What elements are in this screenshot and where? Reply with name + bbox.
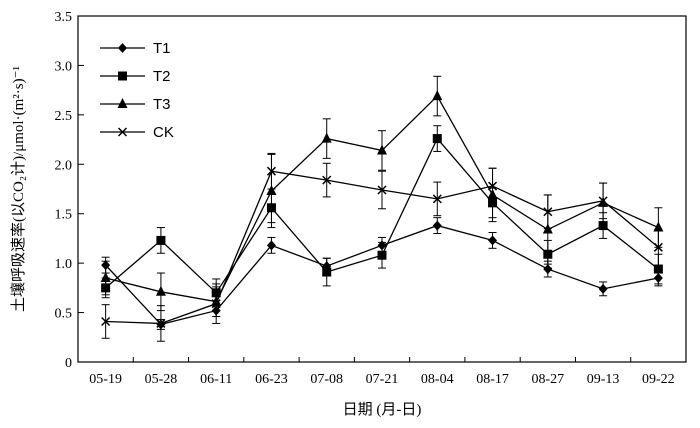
- legend-item-ck: CK: [100, 124, 174, 141]
- data-point-t3: [432, 90, 443, 101]
- data-point-t1: [598, 283, 608, 294]
- x-marker-stroke: [156, 318, 166, 328]
- data-point-ck: [653, 242, 663, 252]
- legend-marker-t3: [117, 98, 128, 108]
- x-marker-stroke: [117, 127, 128, 137]
- data-point-t3: [100, 271, 111, 282]
- data-point-t2: [377, 250, 387, 260]
- x-tick-label: 08-17: [476, 372, 509, 387]
- data-point-ck: [377, 185, 387, 195]
- data-point-t2: [653, 264, 663, 274]
- legend-item-t2: T2: [100, 68, 171, 85]
- legend-label-t3: T3: [153, 96, 171, 113]
- legend-marker-ck: [117, 127, 128, 137]
- legend-marker-t1: [118, 43, 127, 53]
- y-tick-label: 3.5: [55, 10, 73, 25]
- plot-frame: [77, 15, 687, 363]
- legend-item-t1: T1: [100, 40, 171, 57]
- data-point-ck: [432, 194, 442, 204]
- data-point-t3: [321, 132, 332, 143]
- data-point-t2: [322, 267, 332, 277]
- data-point-t2: [156, 235, 166, 245]
- legend-label-t2: T2: [153, 68, 171, 85]
- x-tick-label: 05-28: [145, 372, 178, 387]
- legend-label-t1: T1: [153, 40, 171, 57]
- legend-item-t3: T3: [100, 96, 171, 113]
- data-point-ck: [156, 318, 166, 328]
- data-point-ck: [101, 316, 111, 326]
- x-tick-label: 08-27: [531, 372, 564, 387]
- legend-label-ck: CK: [153, 124, 174, 141]
- x-tick-label: 05-19: [89, 372, 122, 387]
- x-marker-stroke: [266, 166, 276, 176]
- data-point-t3: [155, 285, 166, 296]
- y-tick-label: 2.0: [55, 158, 73, 173]
- y-tick-label: 2.5: [55, 109, 73, 124]
- x-tick-label: 06-23: [255, 372, 288, 387]
- legend-marker-t2: [118, 71, 127, 81]
- data-point-ck: [322, 175, 332, 185]
- x-axis-title: 日期 (月-日): [343, 401, 422, 418]
- y-tick-label: 3.0: [55, 59, 73, 74]
- x-marker-stroke: [488, 181, 498, 191]
- data-point-t3: [377, 144, 387, 155]
- x-tick-label: 09-13: [587, 372, 620, 387]
- y-tick-label: 1.0: [55, 257, 73, 272]
- x-marker-stroke: [653, 242, 663, 252]
- data-point-ck: [211, 299, 221, 309]
- x-tick-label: 09-22: [642, 372, 675, 387]
- y-tick-label: 0.5: [55, 307, 73, 322]
- y-tick-label: 1.5: [55, 208, 73, 223]
- x-tick-label: 07-21: [366, 372, 399, 387]
- data-point-t1: [488, 235, 498, 246]
- series-t1: [101, 217, 663, 330]
- y-tick-label: 0: [65, 356, 72, 371]
- x-tick-label: 08-04: [421, 372, 454, 387]
- x-marker-stroke: [377, 185, 387, 195]
- x-marker-stroke: [322, 175, 332, 185]
- data-point-ck: [266, 166, 276, 176]
- data-point-t1: [266, 240, 276, 251]
- y-axis-title: 土壤呼吸速率(以CO₂计)/μmol·(m²·s)⁻¹: [9, 66, 27, 312]
- x-tick-label: 06-11: [200, 372, 232, 387]
- x-marker-stroke: [543, 207, 553, 217]
- data-point-ck: [543, 207, 553, 217]
- data-point-t1: [543, 264, 553, 275]
- x-marker-stroke: [598, 196, 608, 206]
- data-point-t3: [266, 184, 277, 195]
- x-marker-stroke: [211, 299, 221, 309]
- x-tick-label: 07-08: [310, 372, 343, 387]
- series-ck: [101, 152, 663, 342]
- data-point-t1: [432, 220, 442, 231]
- data-point-ck: [598, 196, 608, 206]
- data-point-ck: [488, 181, 498, 191]
- data-point-t2: [598, 221, 608, 231]
- data-point-t2: [432, 134, 442, 144]
- x-marker-stroke: [101, 316, 111, 326]
- x-marker-stroke: [432, 194, 442, 204]
